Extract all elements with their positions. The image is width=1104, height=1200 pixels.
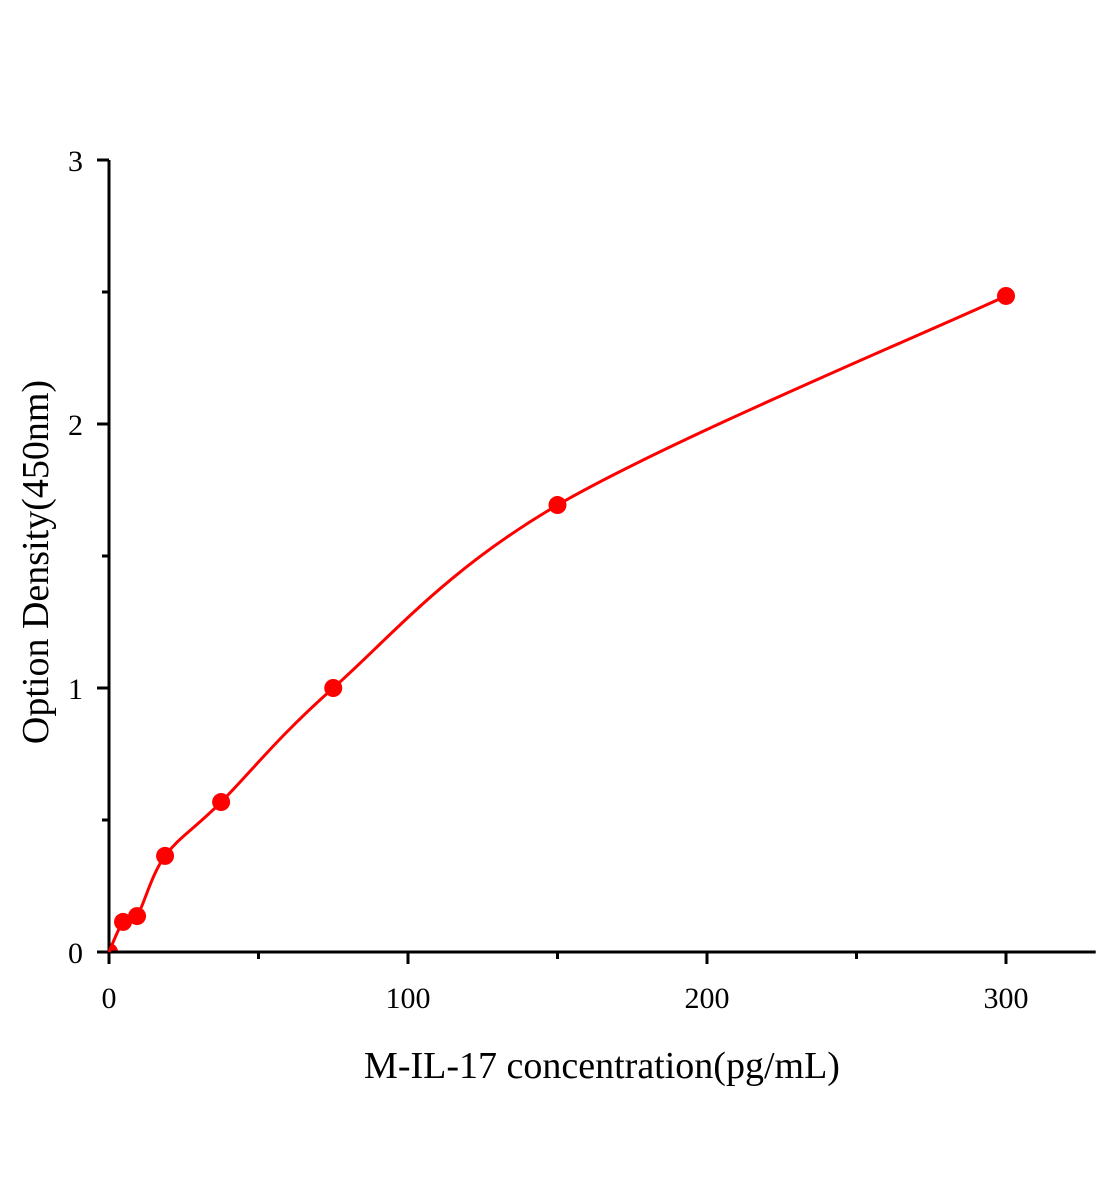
data-point	[324, 679, 343, 697]
y-tick-label: 0	[68, 937, 83, 970]
axes: 0 100 200 300 0 1 2 3	[68, 145, 1096, 1015]
data-point	[997, 286, 1015, 305]
data-point	[128, 907, 147, 926]
y-tick-label: 3	[68, 145, 83, 178]
data-marks	[107, 286, 1015, 953]
data-point	[110, 943, 118, 951]
y-tick-label: 1	[68, 673, 83, 706]
fit-curve	[107, 294, 1007, 953]
x-tick-label: 200	[685, 982, 730, 1015]
data-point	[156, 846, 175, 865]
x-tick-label: 300	[984, 982, 1029, 1015]
x-tick-label: 100	[386, 982, 431, 1015]
y-axis-label: Option Density(450nm)	[15, 380, 57, 744]
y-tick-label: 2	[68, 409, 83, 442]
x-axis-label: M-IL-17 concentration(pg/mL)	[364, 1045, 840, 1087]
x-tick-label: 0	[102, 982, 117, 1015]
data-point	[212, 793, 231, 812]
data-point	[114, 912, 133, 931]
data-point	[548, 496, 567, 515]
